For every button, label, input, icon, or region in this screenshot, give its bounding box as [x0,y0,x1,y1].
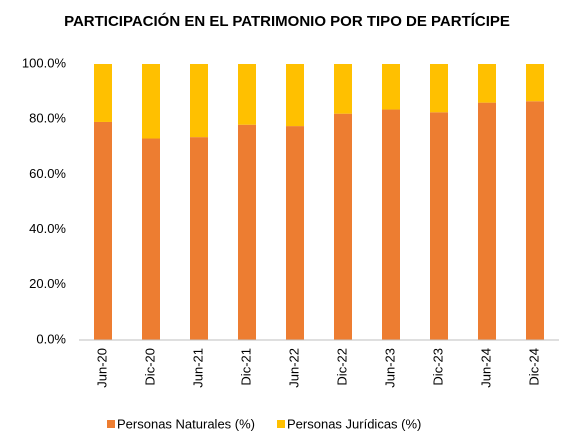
y-tick-label: 100.0% [22,55,67,70]
x-tick-label: Jun-24 [478,348,493,388]
x-tick-label: Jun-21 [190,348,205,388]
x-tick-label: Dic-20 [142,348,157,386]
x-tick-label: Dic-24 [526,348,541,386]
bar-segment [94,121,112,341]
y-tick-label: 40.0% [29,221,66,236]
x-tick-label: Dic-22 [334,348,349,386]
x-tick-label: Jun-20 [94,348,109,388]
x-tick-label: Jun-23 [382,348,397,388]
bar-segment [382,109,400,340]
legend-label: Personas Jurídicas (%) [287,416,421,431]
legend-label: Personas Naturales (%) [117,416,255,431]
bar-segment [286,64,304,127]
bar-segment [142,138,160,340]
bar-segment [286,126,304,340]
legend-swatch [107,420,115,428]
x-tick-label: Dic-23 [430,348,445,386]
bar-segment [430,112,448,340]
bar-segment [238,124,256,340]
bar-segment [94,64,112,122]
bar-segment [190,137,208,340]
y-tick-label: 80.0% [29,111,66,126]
bar-segment [142,64,160,139]
bar-segment [478,64,496,103]
legend-swatch [277,420,285,428]
bar-segment [334,113,352,341]
bar-segment [526,101,544,340]
bar-segment [238,64,256,125]
bar-segment [190,64,208,138]
bar-segment [430,64,448,113]
bar-segment [526,64,544,102]
y-tick-label: 0.0% [36,331,66,346]
bar-segment [334,64,352,114]
y-tick-label: 60.0% [29,166,66,181]
y-tick-label: 20.0% [29,276,66,291]
x-tick-label: Dic-21 [238,348,253,386]
bar-segment [478,102,496,340]
chart-title: PARTICIPACIÓN EN EL PATRIMONIO POR TIPO … [64,12,510,30]
bar-segment [382,64,400,110]
x-tick-label: Jun-22 [286,348,301,388]
